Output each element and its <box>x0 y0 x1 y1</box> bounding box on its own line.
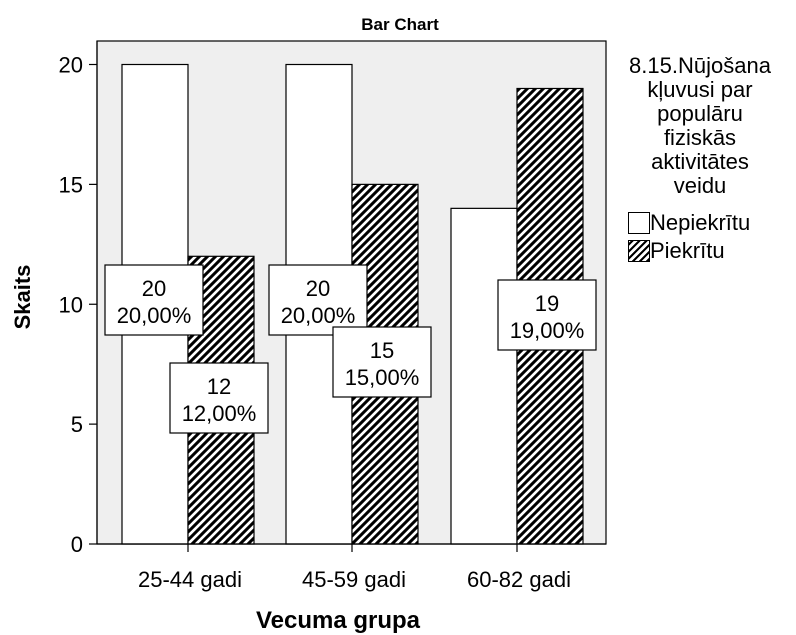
data-label-percent: 15,00% <box>345 365 420 390</box>
x-tick-label: 25-44 gadi <box>138 567 242 592</box>
legend-swatch-hatched <box>628 240 650 262</box>
data-label-count: 19 <box>535 291 559 316</box>
legend-title: 8.15.Nūjošana kļuvusi par populāru fiziskās… <box>629 53 771 198</box>
data-label-box <box>268 264 368 336</box>
legend-item-piekritu: Piekrītu <box>608 238 792 264</box>
data-label-percent: 20,00% <box>281 303 356 328</box>
data-label-percent: 12,00% <box>182 401 257 426</box>
data-label-percent: 19,00% <box>510 318 585 343</box>
data-label-count: 20 <box>142 276 166 301</box>
y-tick-label: 20 <box>59 53 83 78</box>
legend-label: Piekrītu <box>650 238 725 263</box>
data-label-box <box>104 264 204 336</box>
y-tick-label: 10 <box>59 292 83 317</box>
y-tick-label: 0 <box>71 532 83 557</box>
data-label-box <box>332 326 432 398</box>
x-tick-label: 45-59 gadi <box>302 567 406 592</box>
data-label-box <box>169 362 269 434</box>
x-axis-title: Vecuma grupa <box>256 607 421 634</box>
bar-nepiekritu <box>450 207 518 545</box>
x-tick-label: 60-82 gadi <box>467 567 571 592</box>
legend-swatch-plain <box>628 212 650 234</box>
legend: 8.15.Nūjošana kļuvusi par populāru fiziskās… <box>608 54 792 264</box>
data-label-percent: 20,00% <box>117 303 192 328</box>
data-label-count: 15 <box>370 338 394 363</box>
data-label-count: 12 <box>207 374 231 399</box>
data-label-count: 20 <box>306 276 330 301</box>
legend-item-nepiekritu: Nepiekrītu <box>608 210 792 236</box>
chart-title: Bar Chart <box>361 15 439 34</box>
y-tick-label: 5 <box>71 412 83 437</box>
legend-label: Nepiekrītu <box>650 210 751 235</box>
data-label-box <box>497 279 597 351</box>
y-tick-label: 15 <box>59 172 83 197</box>
y-axis-title: Skaits <box>10 265 35 330</box>
